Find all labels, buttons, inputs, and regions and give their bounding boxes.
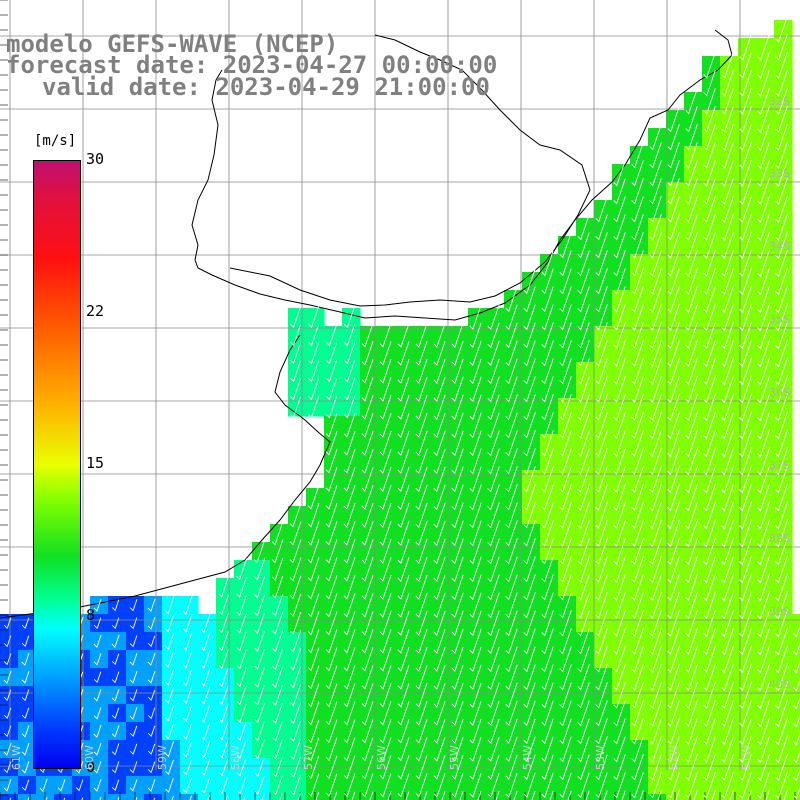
wind-speed-cell xyxy=(684,794,703,800)
lon-label: 57W xyxy=(302,745,315,770)
wind-speed-cell xyxy=(54,794,73,800)
colorbar-tick-8: 8 xyxy=(86,608,95,623)
lon-label: 60W xyxy=(83,745,96,770)
lat-label: 37S xyxy=(769,459,790,472)
lat-label: 38S xyxy=(769,532,790,545)
wind-speed-cell xyxy=(198,794,217,800)
wind-speed-cell xyxy=(378,794,397,800)
wind-speed-cell xyxy=(720,794,739,800)
title-valid-date: valid date: 2023-04-29 21:00:00 xyxy=(42,75,490,99)
lat-label: 32S xyxy=(769,95,790,108)
wind-speed-cell xyxy=(18,794,37,800)
wind-speed-cell xyxy=(108,794,127,800)
lon-label: 61W xyxy=(10,745,23,770)
wind-speed-cell xyxy=(738,794,757,800)
colorbar-tick-15: 15 xyxy=(86,456,104,471)
lon-label: 56W xyxy=(375,745,388,770)
lat-label: 35S xyxy=(769,313,790,326)
colorbar xyxy=(33,160,81,769)
wind-speed-cell xyxy=(270,794,289,800)
lat-label: 33S xyxy=(769,167,790,180)
wind-speed-cell xyxy=(90,794,109,800)
colorbar-tick-22: 22 xyxy=(86,304,104,319)
wind-speed-cell xyxy=(144,794,163,800)
lon-label: 55W xyxy=(448,745,461,770)
lon-label: 53W xyxy=(594,745,607,770)
colorbar-unit: [m/s] xyxy=(34,133,76,149)
lon-label: 54W xyxy=(521,745,534,770)
wind-speed-cell xyxy=(324,794,343,800)
wind-speed-cell xyxy=(792,794,800,800)
lon-label: 58W xyxy=(229,745,242,770)
wind-speed-cell xyxy=(234,794,253,800)
lon-label: 52W xyxy=(667,745,680,770)
lon-label: 51W xyxy=(740,745,753,770)
lat-label: 34S xyxy=(769,240,790,253)
lon-label: 59W xyxy=(156,745,169,770)
lat-label: 39S xyxy=(769,605,790,618)
wind-speed-cell xyxy=(630,794,649,800)
wind-speed-cell xyxy=(360,794,379,800)
wind-speed-cell xyxy=(648,794,667,800)
lat-label: 40S xyxy=(769,678,790,691)
lat-label: 36S xyxy=(769,386,790,399)
wind-speed-cell xyxy=(180,794,199,800)
colorbar-tick-30: 30 xyxy=(86,152,104,167)
wind-speed-cell xyxy=(288,794,307,800)
